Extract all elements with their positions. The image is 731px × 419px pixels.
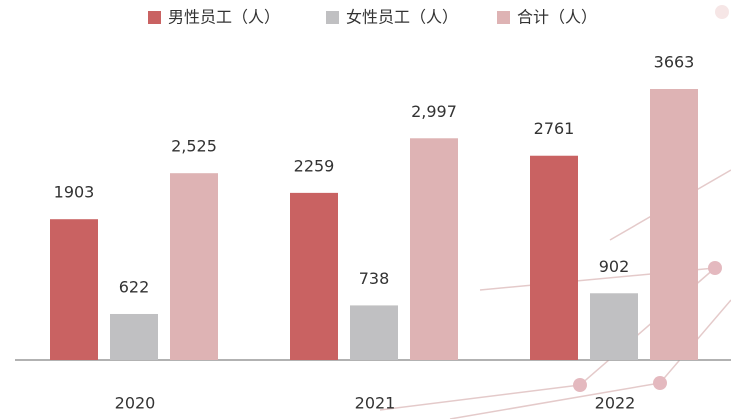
data-label: 2259 [294, 156, 335, 175]
x-tick-label: 2022 [595, 394, 636, 413]
data-label: 902 [599, 257, 630, 276]
chart: 男性员工（人） 女性员工（人） 合计（人） 2020 1903 622 2,525 2021 2… [0, 0, 731, 419]
bar [50, 219, 98, 360]
data-label: 2,997 [411, 102, 457, 121]
bar [290, 193, 338, 360]
legend-swatch [497, 11, 510, 24]
legend-swatch [148, 11, 161, 24]
x-tick-label: 2020 [115, 394, 156, 413]
bar [110, 314, 158, 360]
bar [530, 156, 578, 360]
data-label: 2761 [534, 119, 575, 138]
data-label: 3663 [654, 53, 695, 72]
data-label: 2,525 [171, 137, 217, 156]
data-label: 738 [359, 269, 390, 288]
bar [650, 89, 698, 360]
legend-label: 女性员工（人） [346, 8, 458, 27]
data-label: 1903 [54, 183, 95, 202]
bar [410, 138, 458, 360]
bar [170, 173, 218, 360]
legend-swatch [326, 11, 339, 24]
x-tick-label: 2021 [355, 394, 396, 413]
data-label: 622 [119, 277, 150, 296]
bar [590, 293, 638, 360]
bar [350, 305, 398, 360]
legend-label: 合计（人） [517, 8, 597, 27]
legend-label: 男性员工（人） [168, 8, 280, 27]
